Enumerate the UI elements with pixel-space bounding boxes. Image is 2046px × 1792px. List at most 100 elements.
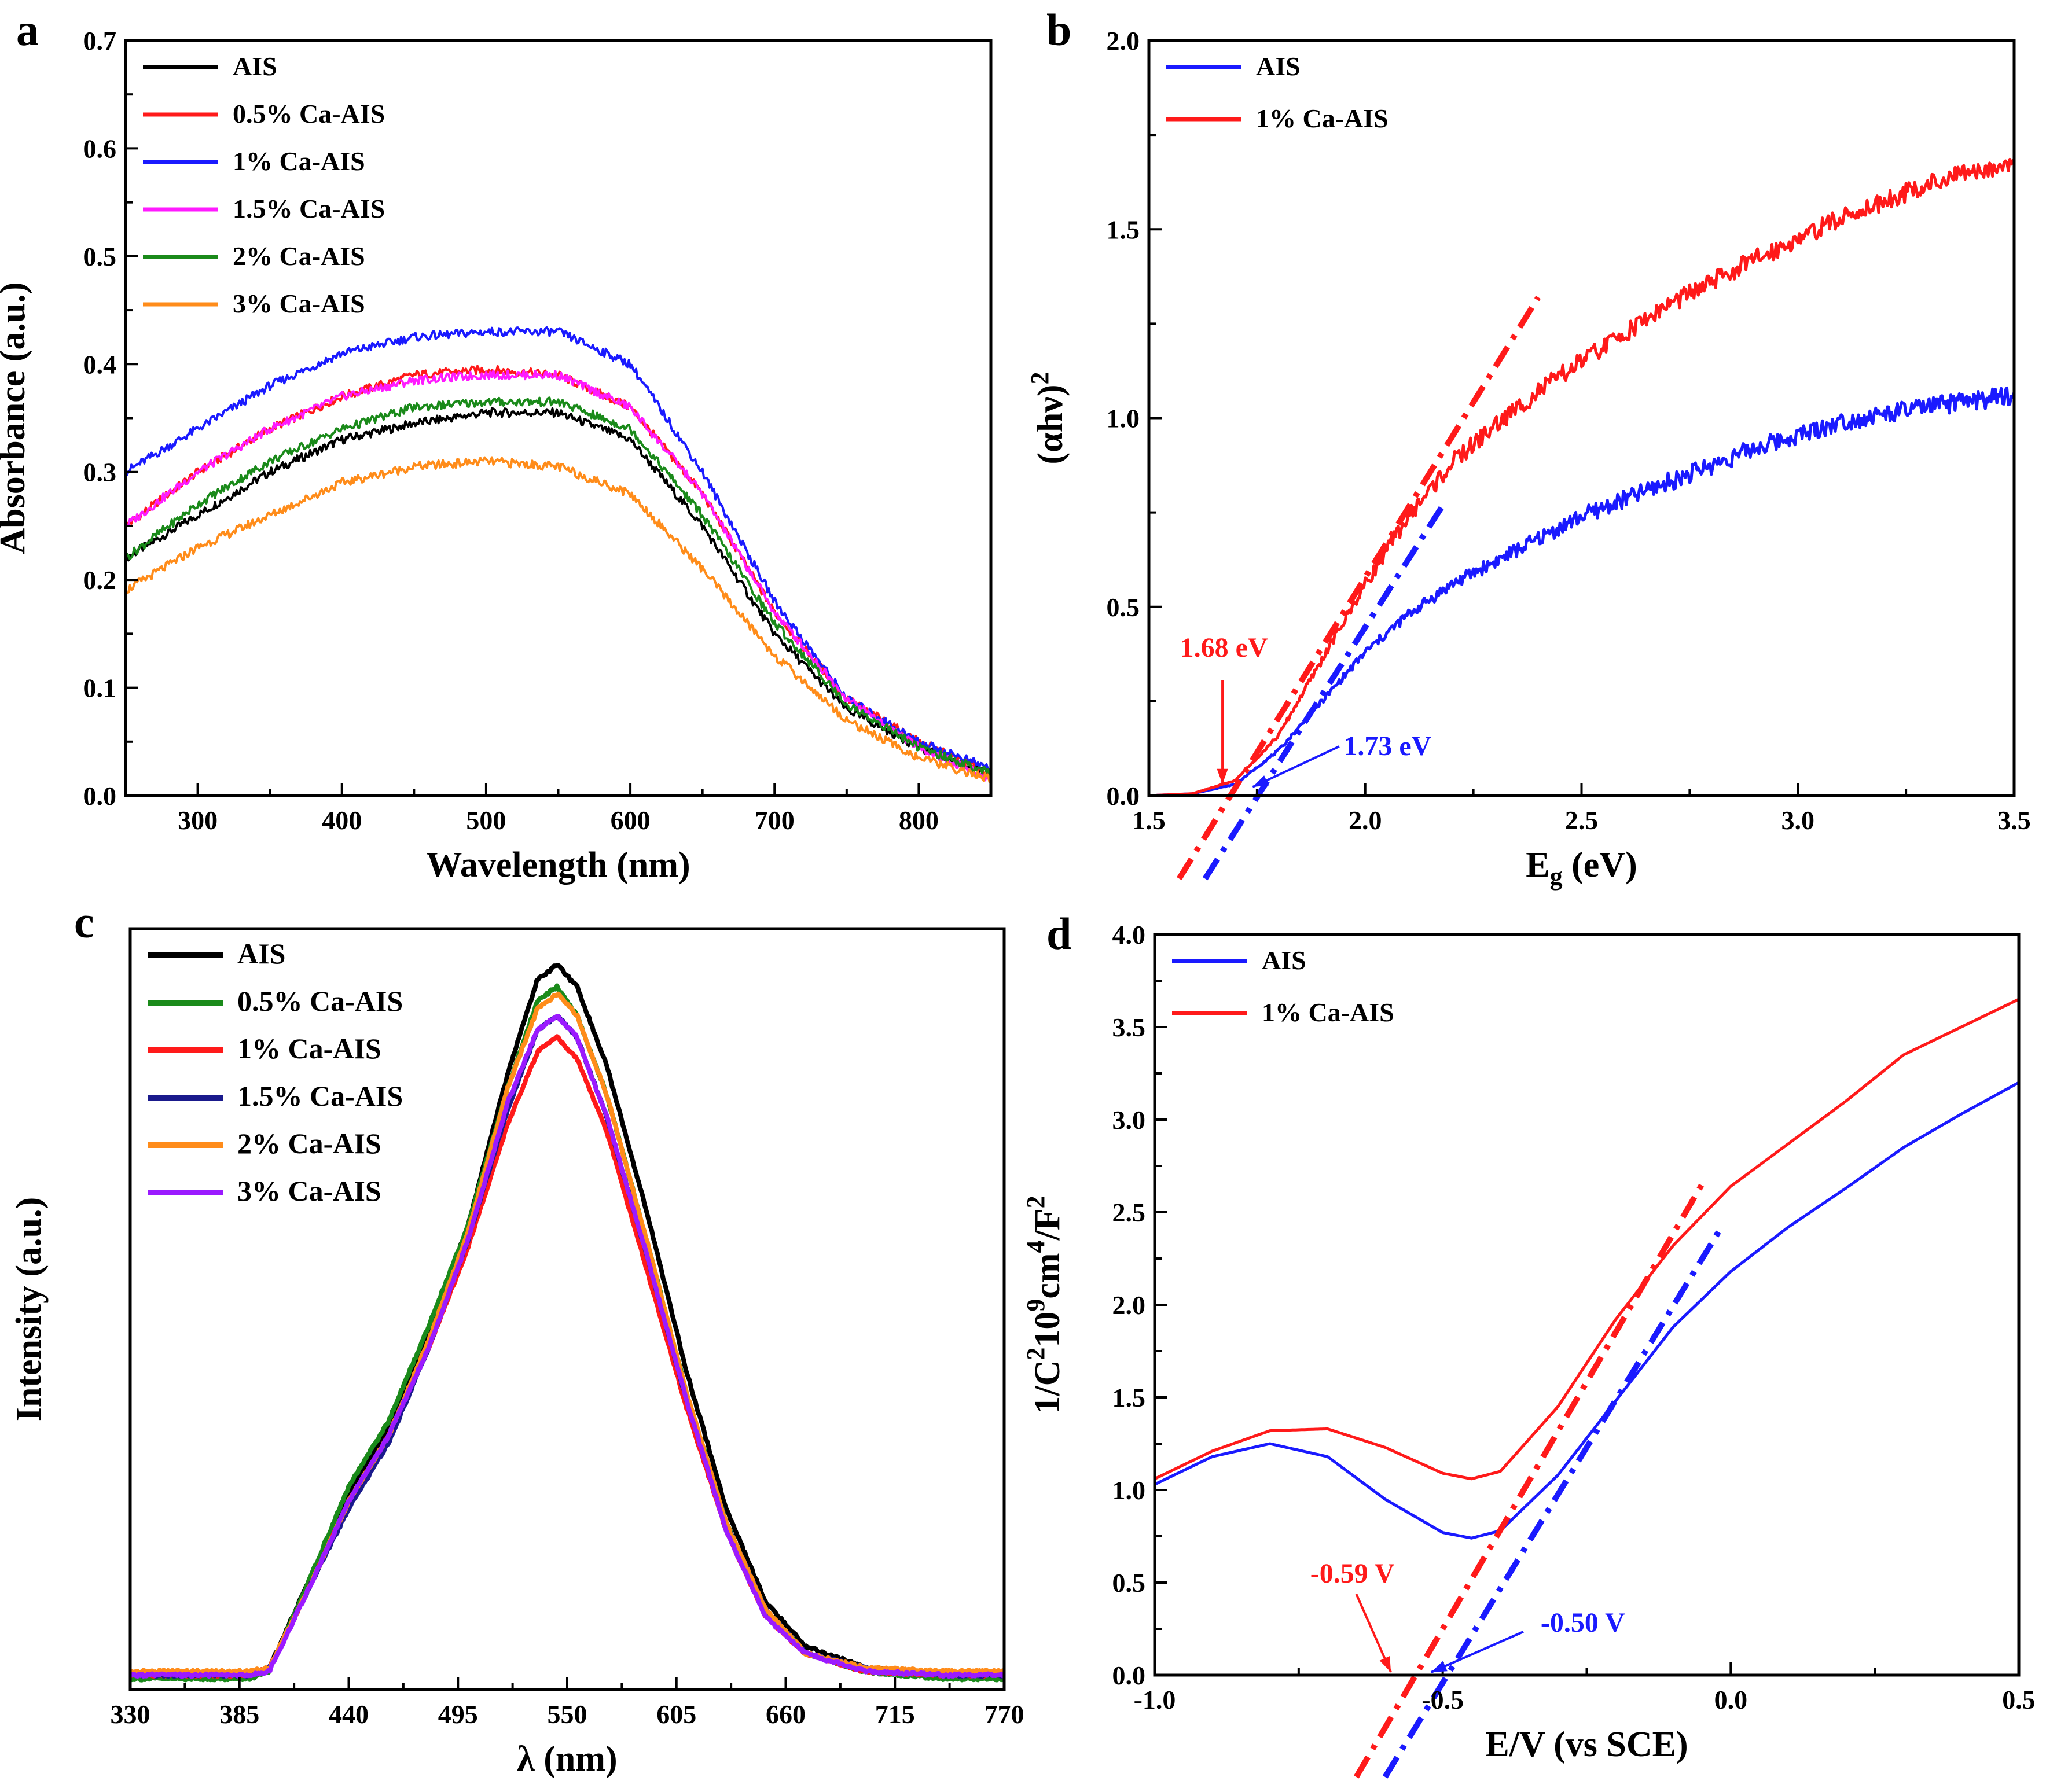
y-tick-label: 0.2 — [83, 565, 117, 595]
y-tick-label: 2.0 — [1112, 1290, 1146, 1320]
panel-label-d: d — [1046, 908, 1071, 959]
annotation-label: 1.73 eV — [1343, 731, 1431, 761]
y-tick-label: 0.5 — [83, 242, 117, 271]
annotation-arrow — [1252, 745, 1340, 788]
x-tick-label: 400 — [322, 805, 362, 835]
x-tick-label: 2.0 — [1349, 805, 1382, 835]
y-tick-label: 0.5 — [1112, 1568, 1146, 1598]
y-tick-label: 3.5 — [1112, 1013, 1146, 1042]
panel-label-c: c — [74, 897, 94, 947]
x-tick-label: 3.0 — [1781, 805, 1815, 835]
y-tick-label: 0.0 — [1107, 781, 1140, 811]
panel-b-tauc-plot: 1.5 2.0 2.5 3.0 3.5 0.0 0.5 1.0 1.5 2.0 Eg (eV) (αh… — [1026, 26, 2031, 891]
fit-line-red — [1177, 296, 1541, 881]
x-tick-label: 715 — [875, 1699, 915, 1729]
y-tick-label: 0.3 — [83, 458, 117, 487]
annotation-arrowhead — [1217, 768, 1228, 784]
legend-label: AIS — [237, 937, 285, 970]
annotation-label: -0.59 V — [1310, 1558, 1395, 1589]
x-tick-label: 2.5 — [1565, 805, 1599, 835]
panel-c-photoluminescence-chart: 330 385 440 495 550 605 660 715 770 λ (nm) Intensi… — [9, 927, 1024, 1779]
y-tick-label: 2.0 — [1107, 26, 1140, 56]
legend-label: 1% Ca-AIS — [237, 1032, 381, 1065]
legend-label: 1.5% Ca-AIS — [237, 1080, 403, 1112]
series-line-1 — [130, 963, 1004, 1679]
series-line-1 — [1155, 1081, 2019, 1540]
y-axis-label: 1/C2109cm4/F2 — [1022, 1195, 1067, 1414]
annotation-label: -0.50 V — [1541, 1607, 1625, 1638]
annotation-label: 1.68 eV — [1180, 632, 1268, 663]
x-tick-label: 440 — [329, 1699, 369, 1729]
series-line-4 — [126, 369, 991, 784]
legend-label: 0.5% Ca-AIS — [237, 985, 403, 1017]
y-tick-label: 4.0 — [1112, 920, 1146, 950]
legend-label: AIS — [233, 51, 277, 81]
x-tick-label: 660 — [766, 1699, 806, 1729]
fit-line-blue — [1382, 1229, 1722, 1779]
x-tick-label: 600 — [611, 805, 651, 835]
y-tick-label: 1.5 — [1112, 1383, 1146, 1412]
y-tick-label: 0.5 — [1107, 593, 1140, 622]
legend-label: 1% Ca-AIS — [233, 146, 365, 176]
annotation-arrow — [1430, 1631, 1524, 1673]
annotation-arrowhead — [1252, 775, 1269, 787]
legend-label: 0.5% Ca-AIS — [233, 99, 385, 128]
y-tick-label: 0.4 — [83, 349, 117, 379]
legend-label: 1.5% Ca-AIS — [233, 194, 385, 223]
x-tick-label: 700 — [755, 805, 795, 835]
series-line-2 — [1155, 998, 2019, 1481]
x-tick-label: 300 — [178, 805, 218, 835]
panel-label-b: b — [1046, 5, 1071, 55]
x-tick-label: -1.0 — [1134, 1685, 1176, 1714]
x-tick-label: 495 — [438, 1699, 478, 1729]
legend-label: 3% Ca-AIS — [233, 289, 365, 318]
series-line-6 — [126, 456, 991, 783]
x-tick-label: 605 — [656, 1699, 696, 1729]
legend-label: AIS — [1262, 945, 1306, 975]
series-line-4 — [130, 1014, 1004, 1679]
y-tick-label: 3.0 — [1112, 1105, 1146, 1135]
series-line-1 — [126, 407, 991, 777]
x-tick-label: 800 — [899, 805, 939, 835]
y-tick-label: 0.1 — [83, 674, 117, 703]
y-tick-label: 0.7 — [83, 26, 117, 56]
legend-label: 3% Ca-AIS — [237, 1175, 381, 1207]
y-axis-label: Intensity (a.u.) — [9, 1197, 49, 1422]
x-tick-label: 770 — [985, 1699, 1024, 1729]
fit-line-red — [1354, 1183, 1705, 1779]
y-tick-label: 2.5 — [1112, 1198, 1146, 1227]
x-tick-label: 550 — [548, 1699, 587, 1729]
series-line-1 — [1149, 386, 2014, 796]
legend-label: AIS — [1256, 51, 1301, 81]
x-tick-label: 0.5 — [2002, 1685, 2036, 1714]
x-tick-label: 330 — [111, 1699, 150, 1729]
legend-label: 2% Ca-AIS — [237, 1127, 381, 1160]
y-axis-label: Absorbance (a.u.) — [0, 282, 32, 554]
x-axis-label: λ (nm) — [517, 1739, 617, 1779]
series-line-6 — [130, 1014, 1004, 1679]
series-line-3 — [126, 326, 991, 772]
x-tick-label: -0.5 — [1421, 1685, 1464, 1714]
fit-line-blue — [1202, 503, 1446, 881]
y-tick-label: 1.0 — [1107, 404, 1140, 433]
series-line-5 — [126, 396, 991, 776]
panel-a-absorbance-chart: 300 400 500 600 700 800 0.0 0.1 0.2 0.3 0.4 0.5 0.6 0… — [0, 26, 993, 885]
x-tick-label: 3.5 — [1997, 805, 2031, 835]
x-axis-label: Eg (eV) — [1526, 845, 1637, 891]
legend-label: 1% Ca-AIS — [1262, 998, 1394, 1027]
annotation-arrowhead — [1379, 1656, 1391, 1672]
x-axis-label: E/V (vs SCE) — [1485, 1725, 1688, 1764]
x-tick-label: 0.0 — [1714, 1685, 1748, 1714]
x-axis-label: Wavelength (nm) — [426, 845, 690, 885]
annotation-arrowhead — [1431, 1661, 1448, 1672]
plot-frame — [1153, 933, 2021, 1677]
y-tick-label: 1.5 — [1107, 215, 1140, 244]
series-line-2 — [1149, 157, 2014, 796]
y-tick-label: 0.6 — [83, 134, 117, 163]
y-tick-label: 1.0 — [1112, 1475, 1146, 1505]
y-tick-label: 0.0 — [1112, 1661, 1146, 1690]
legend-label: 2% Ca-AIS — [233, 241, 365, 271]
y-tick-label: 0.0 — [83, 781, 117, 811]
legend-label: 1% Ca-AIS — [1256, 104, 1389, 133]
